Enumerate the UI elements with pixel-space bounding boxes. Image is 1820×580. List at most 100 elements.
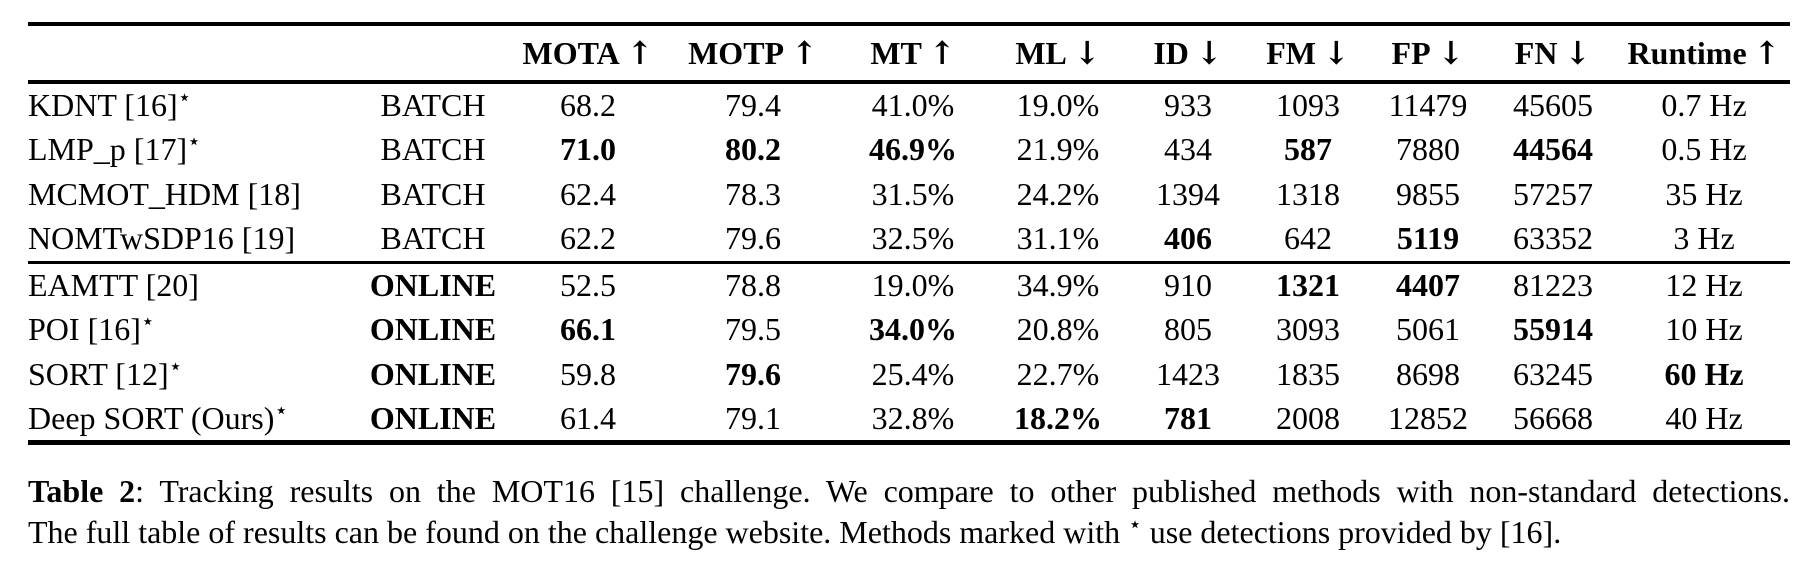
header-metric-runtime: Runtime ↑ — [1618, 24, 1790, 82]
mode-cell: BATCH — [380, 220, 486, 257]
value-cell-id: 933 — [1164, 87, 1212, 123]
header-metric-mota: MOTA ↑ — [508, 24, 668, 82]
value-cell-ml: 24.2% — [1016, 176, 1100, 212]
value-cell-fn: 45605 — [1513, 87, 1593, 123]
table-row: EAMTT [20] ONLINE 52.5 78.8 19.0% 34.9% 910 132… — [28, 262, 1790, 307]
value-cell-fn: 57257 — [1513, 176, 1593, 212]
caption-text-1: : Tracking results on the MOT16 [15] cha… — [135, 472, 1791, 509]
mode-cell: ONLINE — [369, 311, 497, 347]
method-name: LMP_p [17] — [28, 131, 188, 167]
star-icon: ⋆ — [187, 129, 201, 155]
method-name: KDNT [16] — [28, 87, 178, 123]
value-cell-fp: 5119 — [1396, 220, 1460, 257]
value-cell-mt: 25.4% — [871, 356, 955, 392]
metric-label: FP — [1391, 35, 1431, 71]
value-cell-motp: 79.1 — [725, 399, 781, 436]
up-arrow-icon: ↑ — [1753, 34, 1781, 72]
method-name: EAMTT [20] — [28, 266, 199, 303]
up-arrow-icon: ↑ — [928, 34, 956, 72]
method-name: Deep SORT (Ours) — [28, 399, 275, 436]
method-cell: Deep SORT (Ours)⋆ — [28, 397, 358, 442]
metric-label: MOTP — [688, 35, 785, 71]
value-cell-runtime: 12 Hz — [1665, 266, 1743, 303]
value-cell-fn: 44564 — [1513, 131, 1593, 167]
value-cell-mota: 66.1 — [560, 311, 616, 347]
metric-label: FN — [1514, 35, 1558, 71]
value-cell-id: 1394 — [1156, 176, 1220, 212]
value-cell-mota: 68.2 — [560, 87, 616, 123]
header-mode-column — [358, 24, 508, 82]
value-cell-fm: 642 — [1284, 220, 1332, 257]
value-cell-id: 781 — [1164, 399, 1212, 436]
header-metric-mt: MT ↑ — [838, 24, 988, 82]
value-cell-fm: 2008 — [1276, 399, 1340, 436]
metric-label: MT — [870, 35, 922, 71]
down-arrow-icon: ↓ — [1437, 34, 1465, 72]
value-cell-fn: 56668 — [1513, 399, 1593, 436]
value-cell-motp: 79.4 — [725, 87, 781, 123]
metric-label: ML — [1015, 35, 1067, 71]
value-cell-mota: 62.2 — [560, 220, 616, 257]
caption-text-3: use detections provided by [16]. — [1141, 513, 1562, 550]
value-cell-mota: 62.4 — [560, 176, 616, 212]
value-cell-fm: 3093 — [1276, 311, 1340, 347]
table-header: MOTA ↑ MOTP ↑ MT ↑ ML ↓ ID ↓ FM ↓ FP ↓ FN ↓ Runtime ↑ — [28, 24, 1790, 82]
value-cell-mota: 61.4 — [560, 399, 616, 436]
value-cell-fm: 587 — [1284, 131, 1332, 167]
down-arrow-icon: ↓ — [1564, 34, 1592, 72]
mode-cell: ONLINE — [369, 399, 497, 436]
caption-line-2: The full table of results can be found o… — [28, 512, 1790, 553]
mode-cell: ONLINE — [369, 266, 497, 303]
value-cell-ml: 19.0% — [1016, 87, 1100, 123]
value-cell-ml: 20.8% — [1016, 311, 1100, 347]
value-cell-fm: 1093 — [1276, 87, 1340, 123]
header-metric-fp: FP ↓ — [1368, 24, 1488, 82]
caption-line-1: Table 2: Tracking results on the MOT16 [… — [28, 471, 1790, 512]
value-cell-runtime: 0.7 Hz — [1661, 87, 1747, 123]
value-cell-fp: 9855 — [1396, 176, 1460, 212]
value-cell-fm: 1321 — [1276, 266, 1340, 303]
down-arrow-icon: ↓ — [1195, 34, 1223, 72]
table-row: MCMOT_HDM [18] BATCH 62.4 78.3 31.5% 24.2% 139… — [28, 172, 1790, 217]
value-cell-motp: 80.2 — [725, 131, 781, 167]
up-arrow-icon: ↑ — [791, 34, 818, 72]
table-row: KDNT [16]⋆ BATCH 68.2 79.4 41.0% 19.0% 933 1093… — [28, 82, 1790, 127]
metric-label: FM — [1266, 35, 1316, 71]
table-row: Deep SORT (Ours)⋆ ONLINE 61.4 79.1 32.8% 18.2… — [28, 397, 1790, 442]
star-glyph: ⋆ — [1128, 511, 1142, 537]
value-cell-ml: 31.1% — [1016, 220, 1100, 257]
method-cell: NOMTwSDP16 [19] — [28, 217, 358, 262]
value-cell-motp: 79.6 — [725, 220, 781, 257]
metric-label: Runtime — [1627, 35, 1747, 71]
table-row: NOMTwSDP16 [19] BATCH 62.2 79.6 32.5% 31.1% 40… — [28, 217, 1790, 262]
caption-label: Table 2 — [28, 472, 136, 509]
value-cell-motp: 79.5 — [725, 311, 781, 347]
value-cell-mt: 31.5% — [871, 176, 955, 212]
method-name: POI [16] — [28, 311, 141, 347]
header-method-column — [28, 24, 358, 82]
table-row: LMP_p [17]⋆ BATCH 71.0 80.2 46.9% 21.9% 434 587… — [28, 127, 1790, 172]
star-icon: ⋆ — [177, 85, 192, 111]
star-icon: ⋆ — [274, 398, 288, 424]
value-cell-mt: 32.5% — [871, 220, 955, 257]
mode-cell: ONLINE — [369, 356, 497, 392]
value-cell-ml: 22.7% — [1016, 356, 1100, 392]
header-metric-fn: FN ↓ — [1488, 24, 1618, 82]
value-cell-fm: 1318 — [1276, 176, 1340, 212]
header-metric-motp: MOTP ↑ — [668, 24, 838, 82]
value-cell-runtime: 35 Hz — [1665, 176, 1743, 212]
value-cell-fn: 63352 — [1513, 220, 1593, 257]
value-cell-fp: 8698 — [1396, 356, 1460, 392]
header-metric-fm: FM ↓ — [1248, 24, 1368, 82]
method-cell: EAMTT [20] — [28, 262, 358, 307]
results-table: MOTA ↑ MOTP ↑ MT ↑ ML ↓ ID ↓ FM ↓ FP ↓ FN ↓ Runtime ↑ KDN… — [28, 22, 1790, 445]
value-cell-runtime: 60 Hz — [1664, 356, 1744, 392]
value-cell-fn: 55914 — [1513, 311, 1593, 347]
batch-section: KDNT [16]⋆ BATCH 68.2 79.4 41.0% 19.0% 933 1093… — [28, 82, 1790, 262]
value-cell-mt: 46.9% — [869, 131, 957, 167]
value-cell-ml: 18.2% — [1014, 399, 1102, 436]
mode-cell: BATCH — [380, 176, 486, 212]
value-cell-runtime: 10 Hz — [1665, 311, 1743, 347]
value-cell-fp: 12852 — [1388, 399, 1468, 436]
